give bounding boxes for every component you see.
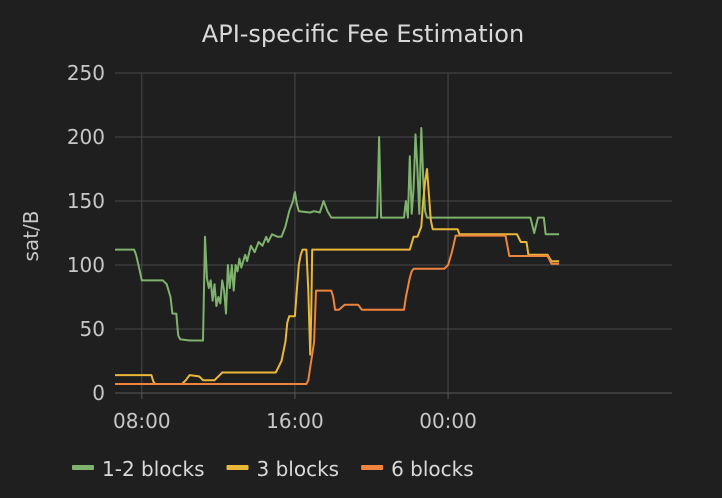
x-tick-label: 16:00: [266, 409, 324, 433]
legend-label: 3 blocks: [257, 457, 340, 481]
y-tick-label: 250: [67, 61, 105, 85]
grid-lines: [115, 72, 672, 394]
y-tick-label: 50: [80, 317, 105, 341]
y-axis-label: sat/B: [19, 211, 43, 262]
axes: 0 50 100 150 200 250 08:00 16:00 00:00: [67, 61, 672, 433]
series-line-3: [115, 234, 560, 385]
y-tick-label: 0: [92, 381, 105, 405]
y-tick-label: 200: [67, 125, 105, 149]
legend-label: 6 blocks: [391, 457, 474, 481]
legend: 1-2 blocks 3 blocks 6 blocks: [72, 457, 474, 481]
series-line-1: [115, 127, 560, 342]
x-tick-label: 00:00: [419, 409, 477, 433]
legend-swatch: [361, 465, 384, 470]
series-line-2: [115, 168, 560, 385]
y-tick-label: 150: [67, 189, 105, 213]
legend-swatch: [72, 465, 94, 470]
legend-swatch: [226, 465, 249, 470]
legend-label: 1-2 blocks: [102, 457, 205, 481]
chart-title: API-specific Fee Estimation: [202, 20, 524, 48]
x-tick-label: 08:00: [113, 409, 171, 433]
y-tick-label: 100: [67, 253, 105, 277]
series-lines: [115, 127, 560, 385]
